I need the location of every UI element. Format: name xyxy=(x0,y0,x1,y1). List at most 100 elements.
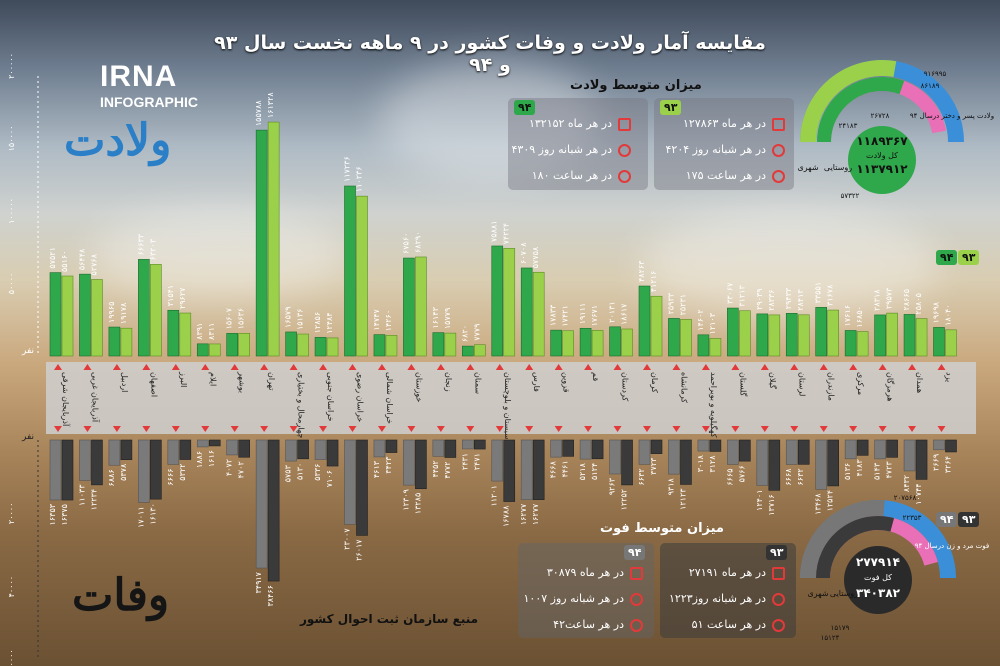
death-bar-93 xyxy=(815,439,828,490)
marker-triangle xyxy=(701,426,710,432)
logo-name: IRNA xyxy=(100,60,178,93)
birth-bar-93 xyxy=(373,334,386,357)
births-heading: ولادت xyxy=(64,115,172,166)
marker-triangle xyxy=(377,364,386,370)
birth-value-label: ۲۹۰۳۹ xyxy=(755,288,764,309)
birth-value-label: ۳۳۰۶۷ xyxy=(725,282,734,304)
birth-value-label: ۲۹۵۷۳ xyxy=(885,287,894,309)
alarm-clock-icon xyxy=(618,170,631,183)
birth-total-93: ۱۱۸۹۳۶۷ xyxy=(856,134,908,148)
province-label: سیستان و بلوچستان xyxy=(503,372,512,440)
birth-bar-94 xyxy=(856,331,869,357)
birth-urban-label: شهری xyxy=(797,163,818,172)
birth-value-label: ۲۹۶۲۷ xyxy=(178,287,187,309)
death-bar-93 xyxy=(108,439,121,466)
death-total-93: ۲۷۷۹۱۴ xyxy=(856,555,900,569)
death-bar-93 xyxy=(638,439,651,465)
death-donut-center xyxy=(844,546,912,614)
birth-value-label: ۱۱۰۲۳۶ xyxy=(355,166,364,192)
marker-triangle xyxy=(260,426,269,432)
marker-triangle xyxy=(319,426,328,432)
death-value-label: ۱۶۳۷۵ xyxy=(60,504,69,525)
province-label: قزوین xyxy=(562,372,571,393)
death-94-day: در هر شبانه روز ۱۰۰۷ xyxy=(523,592,625,605)
death-bar-94 xyxy=(591,439,604,460)
death-bar-94 xyxy=(945,439,957,453)
death-bar-93 xyxy=(520,439,533,500)
death-value-label: ۱۲۲۵۲ xyxy=(620,489,629,510)
marker-triangle xyxy=(83,426,92,432)
death-bar-94 xyxy=(709,439,722,452)
cloud-shape xyxy=(90,210,350,300)
death-value-label: ۲۴۳۱ xyxy=(460,453,469,470)
death-bar-94 xyxy=(179,439,192,460)
year-tag-94: ۹۴ xyxy=(514,100,536,115)
marker-triangle xyxy=(230,426,239,432)
birth-value-label: ۱۵۵۷۸۸ xyxy=(254,100,263,126)
marker-triangle xyxy=(643,426,651,432)
province-label: یزد xyxy=(945,372,954,382)
death-bar-93 xyxy=(727,439,739,465)
death-bar-94 xyxy=(150,439,162,500)
death-value-label: ۵۱۲۴ xyxy=(590,463,599,480)
birth-value-label: ۲۵۸۰۵ xyxy=(914,293,923,314)
birth-value-label: ۲۸۶۶۵ xyxy=(902,289,911,310)
death-bar-93 xyxy=(844,439,857,460)
birth-value-label: ۱۵۶۰۷ xyxy=(225,307,234,329)
marker-triangle xyxy=(142,426,151,432)
death-value-label: ۱۸۸۶ xyxy=(195,451,204,468)
birth-bar-93 xyxy=(285,331,297,357)
death-average-heading: میزان متوسط فوت xyxy=(600,521,724,536)
clock-24-icon xyxy=(772,144,785,157)
death-value-label: ۱۳۴۶۸ xyxy=(814,493,823,515)
death-value-label: ۵۲۱۸ xyxy=(578,462,587,480)
birth-value-label: ۱۹۶۹۸ xyxy=(932,301,941,323)
death-bar-93 xyxy=(79,439,91,481)
birth-bar-93 xyxy=(727,307,739,357)
marker-triangle xyxy=(260,364,269,370)
province-label: کرمان xyxy=(650,372,659,393)
birth-bar-93 xyxy=(785,313,798,357)
births-y-tick: ۵۰۰۰۰ xyxy=(7,273,16,294)
death-bar-93 xyxy=(697,439,710,452)
province-label: سمنان xyxy=(473,372,482,394)
death-value-label: ۶۶۳۲ xyxy=(796,468,805,485)
marker-triangle xyxy=(289,364,298,370)
birth-value-label: ۱۶۵۷۹ xyxy=(284,306,293,327)
birth-ring-value: ۲۶۷۲۸ xyxy=(871,112,890,120)
province-label: کرمانشاه xyxy=(679,372,688,403)
marker-triangle xyxy=(377,426,386,432)
marker-triangle xyxy=(878,364,887,370)
birth-93-hour: در هر ساعت ۱۷۵ xyxy=(685,169,766,182)
marker-triangle xyxy=(554,364,563,370)
birth-bar-94 xyxy=(562,330,574,357)
death-bar-94 xyxy=(827,439,840,487)
marker-triangle xyxy=(584,364,593,370)
marker-triangle xyxy=(672,426,681,432)
marker-triangle xyxy=(790,426,799,432)
birth-bar-94 xyxy=(120,327,133,357)
birth-value-label: ۱۴۲۶۰ xyxy=(384,310,393,331)
birth-average-heading: میزان متوسط ولادت xyxy=(570,78,702,93)
cloud-shape xyxy=(640,210,940,320)
death-bar-93 xyxy=(285,439,297,462)
birth-ring-value: ۸۶۱۸۹ xyxy=(921,82,940,90)
death-value-label: ۱۶۲۷۷ xyxy=(519,503,528,525)
death-bar-94 xyxy=(120,439,133,461)
birth-bar-93 xyxy=(874,314,886,357)
province-label: خراسان رضوی xyxy=(356,372,365,422)
death-value-label: ۴۴۵۲ xyxy=(431,460,440,477)
marker-triangle xyxy=(908,426,917,432)
marker-triangle xyxy=(760,426,769,432)
birth-value-label: ۲۸۴۱۳ xyxy=(796,289,805,311)
death-value-label: ۲۶۰۱۷ xyxy=(355,539,364,561)
birth-value-label: ۶۰۷۰۸ xyxy=(519,242,528,264)
birth-value-label: ۱۶۱۴۳ xyxy=(431,306,440,328)
death-bar-94 xyxy=(562,439,574,457)
birth-94-day: در هر شبانه روز ۴۳۰۹ xyxy=(511,143,613,156)
death-bar-93 xyxy=(314,439,327,460)
birth-bar-93 xyxy=(815,307,828,357)
province-label: اردبیل xyxy=(120,372,129,392)
marker-triangle xyxy=(613,364,622,370)
birth-bar-93 xyxy=(520,267,533,357)
